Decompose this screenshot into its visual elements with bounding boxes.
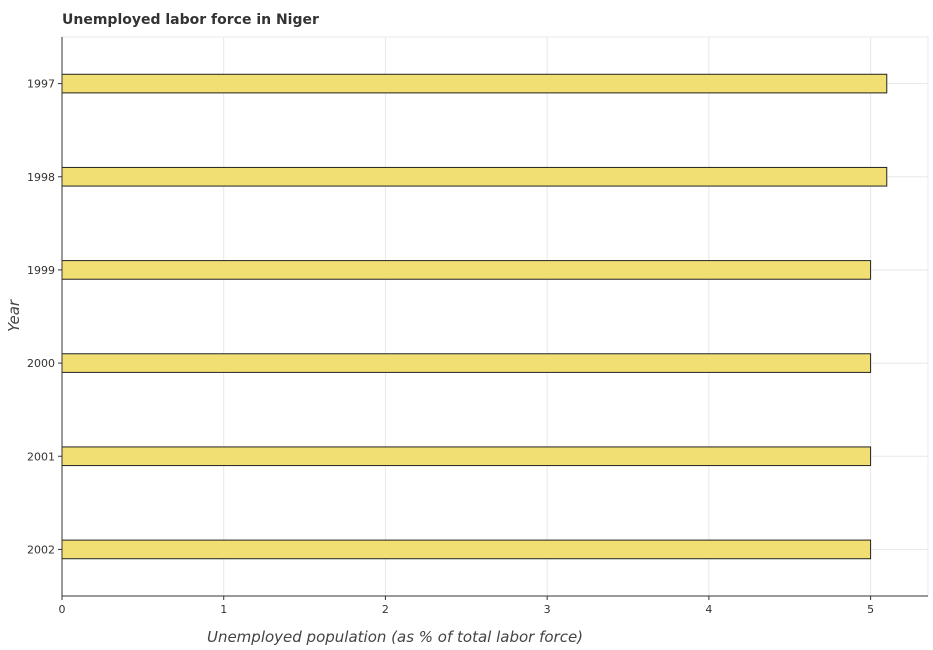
x-tick-labels: 0 1 2 3 4 5 xyxy=(59,596,874,616)
x-axis-label: Unemployed population (as % of total lab… xyxy=(207,628,583,646)
y-tick-label-1997: 1997 xyxy=(27,78,55,91)
y-axis-label: Year xyxy=(5,299,23,332)
y-tick-label-1999: 1999 xyxy=(27,264,55,277)
x-tick-label: 2 xyxy=(382,603,389,616)
x-tick-label: 5 xyxy=(867,603,874,616)
bar-1997 xyxy=(61,73,888,94)
x-tick-label: 1 xyxy=(220,603,227,616)
x-tick-label: 4 xyxy=(705,603,712,616)
chart-title: Unemployed labor force in Niger xyxy=(62,12,319,28)
y-tick-label-2001: 2001 xyxy=(27,450,55,463)
y-tick-label-2000: 2000 xyxy=(27,357,55,370)
bar-1998 xyxy=(61,166,888,187)
x-tick-label: 3 xyxy=(544,603,551,616)
gridlines xyxy=(61,37,928,596)
x-tick-label: 0 xyxy=(59,603,66,616)
y-tick-label-2002: 2002 xyxy=(27,543,55,556)
y-tick-labels: 1997 1998 1999 2000 2001 2002 xyxy=(27,78,62,556)
bar-2002 xyxy=(61,539,872,560)
bars xyxy=(61,73,888,560)
bar-1999 xyxy=(61,260,872,280)
plot-frame xyxy=(61,36,929,597)
bar-2001 xyxy=(61,446,872,467)
bar-2000 xyxy=(61,353,872,373)
y-tick-label-1998: 1998 xyxy=(27,171,55,184)
